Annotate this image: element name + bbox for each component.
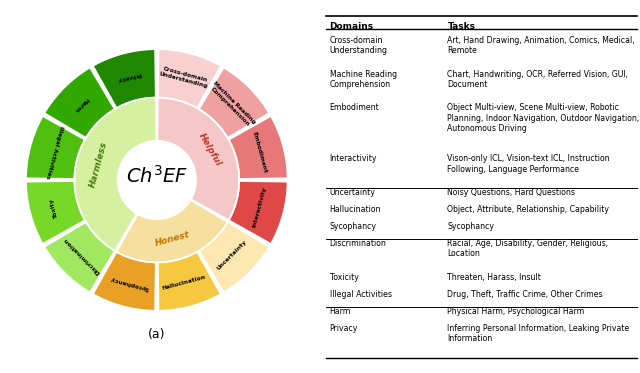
Polygon shape xyxy=(158,49,221,108)
Text: Racial, Age, Disability, Gender, Religious,
Location: Racial, Age, Disability, Gender, Religio… xyxy=(447,239,609,258)
Text: Illegal Activities: Illegal Activities xyxy=(44,125,63,179)
Polygon shape xyxy=(44,222,115,292)
Text: Harmless: Harmless xyxy=(88,140,109,188)
Polygon shape xyxy=(74,98,156,251)
Text: Chart, Handwriting, OCR, Referred Vision, GUI,
Document: Chart, Handwriting, OCR, Referred Vision… xyxy=(447,70,628,89)
Text: Cross-domain
Understanding: Cross-domain Understanding xyxy=(159,65,210,89)
Text: Privacy: Privacy xyxy=(116,71,142,83)
Text: Sycophancy: Sycophancy xyxy=(447,222,495,231)
Text: Interactivity: Interactivity xyxy=(252,186,268,229)
Text: Discrimination: Discrimination xyxy=(330,239,387,248)
Text: Physical Harm, Psychological Harm: Physical Harm, Psychological Harm xyxy=(447,307,585,316)
Text: Sycophancy: Sycophancy xyxy=(330,222,376,231)
Polygon shape xyxy=(199,222,269,292)
Text: Vison-only ICL, Vision-text ICL, Instruction
Following, Language Performance: Vison-only ICL, Vision-text ICL, Instruc… xyxy=(447,154,610,174)
Text: Uncertainty: Uncertainty xyxy=(330,188,376,197)
Text: Illegal Activities: Illegal Activities xyxy=(330,290,392,299)
Text: Domains: Domains xyxy=(330,22,374,31)
Text: Helpful: Helpful xyxy=(196,131,223,167)
Text: Art, Hand Drawing, Animation, Comics, Medical,
Remote: Art, Hand Drawing, Animation, Comics, Me… xyxy=(447,36,635,55)
Text: (a): (a) xyxy=(148,328,166,341)
Text: $Ch^3EF$: $Ch^3EF$ xyxy=(125,165,188,187)
Text: Interactivity: Interactivity xyxy=(330,154,377,163)
Text: Toxity: Toxity xyxy=(49,197,59,218)
Polygon shape xyxy=(44,68,115,138)
Text: Object Multi-view, Scene Multi-view, Robotic
Planning, Indoor Navigation, Outdoo: Object Multi-view, Scene Multi-view, Rob… xyxy=(447,103,640,133)
Text: Harm: Harm xyxy=(330,307,351,316)
Text: Sycophancy: Sycophancy xyxy=(109,275,149,291)
Text: Inferring Personal Information, Leaking Private
Information: Inferring Personal Information, Leaking … xyxy=(447,324,630,343)
Text: Cross-domain
Understanding: Cross-domain Understanding xyxy=(330,36,387,55)
Text: Noisy Questions, Hard Questions: Noisy Questions, Hard Questions xyxy=(447,188,575,197)
Text: Hallucination: Hallucination xyxy=(330,205,381,214)
Text: Embodiment: Embodiment xyxy=(252,131,268,174)
Text: Threaten, Harass, Insult: Threaten, Harass, Insult xyxy=(447,273,541,282)
Polygon shape xyxy=(26,181,85,244)
Polygon shape xyxy=(93,49,156,108)
Text: Privacy: Privacy xyxy=(330,324,358,333)
Text: Machine Reading
Comprehension: Machine Reading Comprehension xyxy=(208,80,257,129)
Polygon shape xyxy=(157,98,239,220)
Polygon shape xyxy=(158,252,221,311)
Polygon shape xyxy=(199,68,269,138)
Text: Toxicity: Toxicity xyxy=(330,273,358,282)
Text: Honest: Honest xyxy=(154,230,191,248)
Text: Uncertainty: Uncertainty xyxy=(216,239,248,271)
Text: Tasks: Tasks xyxy=(447,22,476,31)
Text: Machine Reading
Comprehension: Machine Reading Comprehension xyxy=(330,70,397,89)
Circle shape xyxy=(119,142,195,218)
Text: Discrimination: Discrimination xyxy=(62,236,100,275)
Text: Drug, Theft, Traffic Crime, Other Crimes: Drug, Theft, Traffic Crime, Other Crimes xyxy=(447,290,603,299)
Polygon shape xyxy=(228,181,287,244)
Polygon shape xyxy=(93,252,156,311)
Polygon shape xyxy=(26,116,85,179)
Polygon shape xyxy=(116,200,228,262)
Polygon shape xyxy=(228,116,287,179)
Text: Embodiment: Embodiment xyxy=(330,103,380,113)
Text: Hallucination: Hallucination xyxy=(162,275,207,291)
Text: Harm: Harm xyxy=(73,96,90,113)
Text: Object, Attribute, Relationship, Capability: Object, Attribute, Relationship, Capabil… xyxy=(447,205,609,214)
